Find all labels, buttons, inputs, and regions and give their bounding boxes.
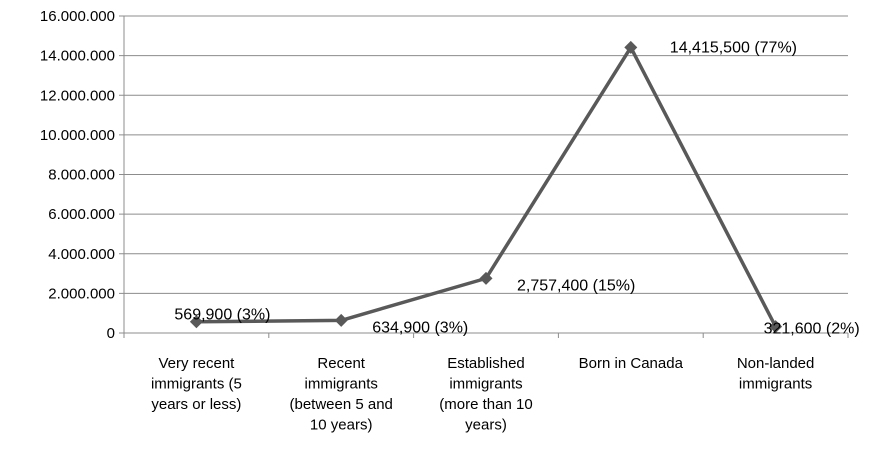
y-tick-label: 8.000.000 (48, 167, 115, 184)
x-category-label: Born in Canada (579, 355, 684, 372)
x-category-label: Established immigrants (more than 10 years) (439, 355, 532, 434)
y-tick-label: 10.000.000 (40, 127, 115, 144)
data-label: 569,900 (3%) (174, 307, 270, 324)
y-tick-label: 2.000.000 (48, 285, 115, 302)
data-point-marker (334, 313, 348, 327)
data-label: 634,900 (3%) (372, 319, 468, 336)
data-point-marker (624, 40, 638, 54)
data-labels: 569,900 (3%) 634,900 (3%) 2,757,400 (15%) 1… (174, 39, 859, 337)
axes (119, 15, 849, 338)
data-point-marker (479, 271, 493, 285)
y-tick-label: 14.000.000 (40, 48, 115, 65)
data-label: 2,757,400 (15%) (517, 277, 635, 294)
x-category-label: Very recent immigrants (5 years or less) (151, 355, 242, 413)
data-point-marker (189, 315, 203, 329)
y-tick-label: 6.000.000 (48, 206, 115, 223)
x-category-label: Recent immigrants (between 5 and 10 years) (289, 355, 392, 434)
y-tick-label: 4.000.000 (48, 246, 115, 263)
data-label: 14,415,500 (77%) (670, 39, 797, 56)
y-tick-label: 0 (107, 325, 115, 342)
x-axis-category-labels: Very recent immigrants (5 years or less) Re… (151, 355, 814, 434)
series-line-group (189, 40, 783, 334)
data-label: 321,600 (2%) (764, 321, 860, 338)
grid-lines (124, 15, 848, 294)
y-tick-label: 12.000.000 (40, 87, 115, 104)
x-category-label: Non-landed immigrants (737, 355, 815, 393)
y-axis-tick-labels: 0 2.000.000 4.000.000 6.000.000 8.000.000 10.… (40, 8, 115, 342)
data-point-marker (769, 320, 783, 334)
y-tick-label: 16.000.000 (40, 8, 115, 25)
